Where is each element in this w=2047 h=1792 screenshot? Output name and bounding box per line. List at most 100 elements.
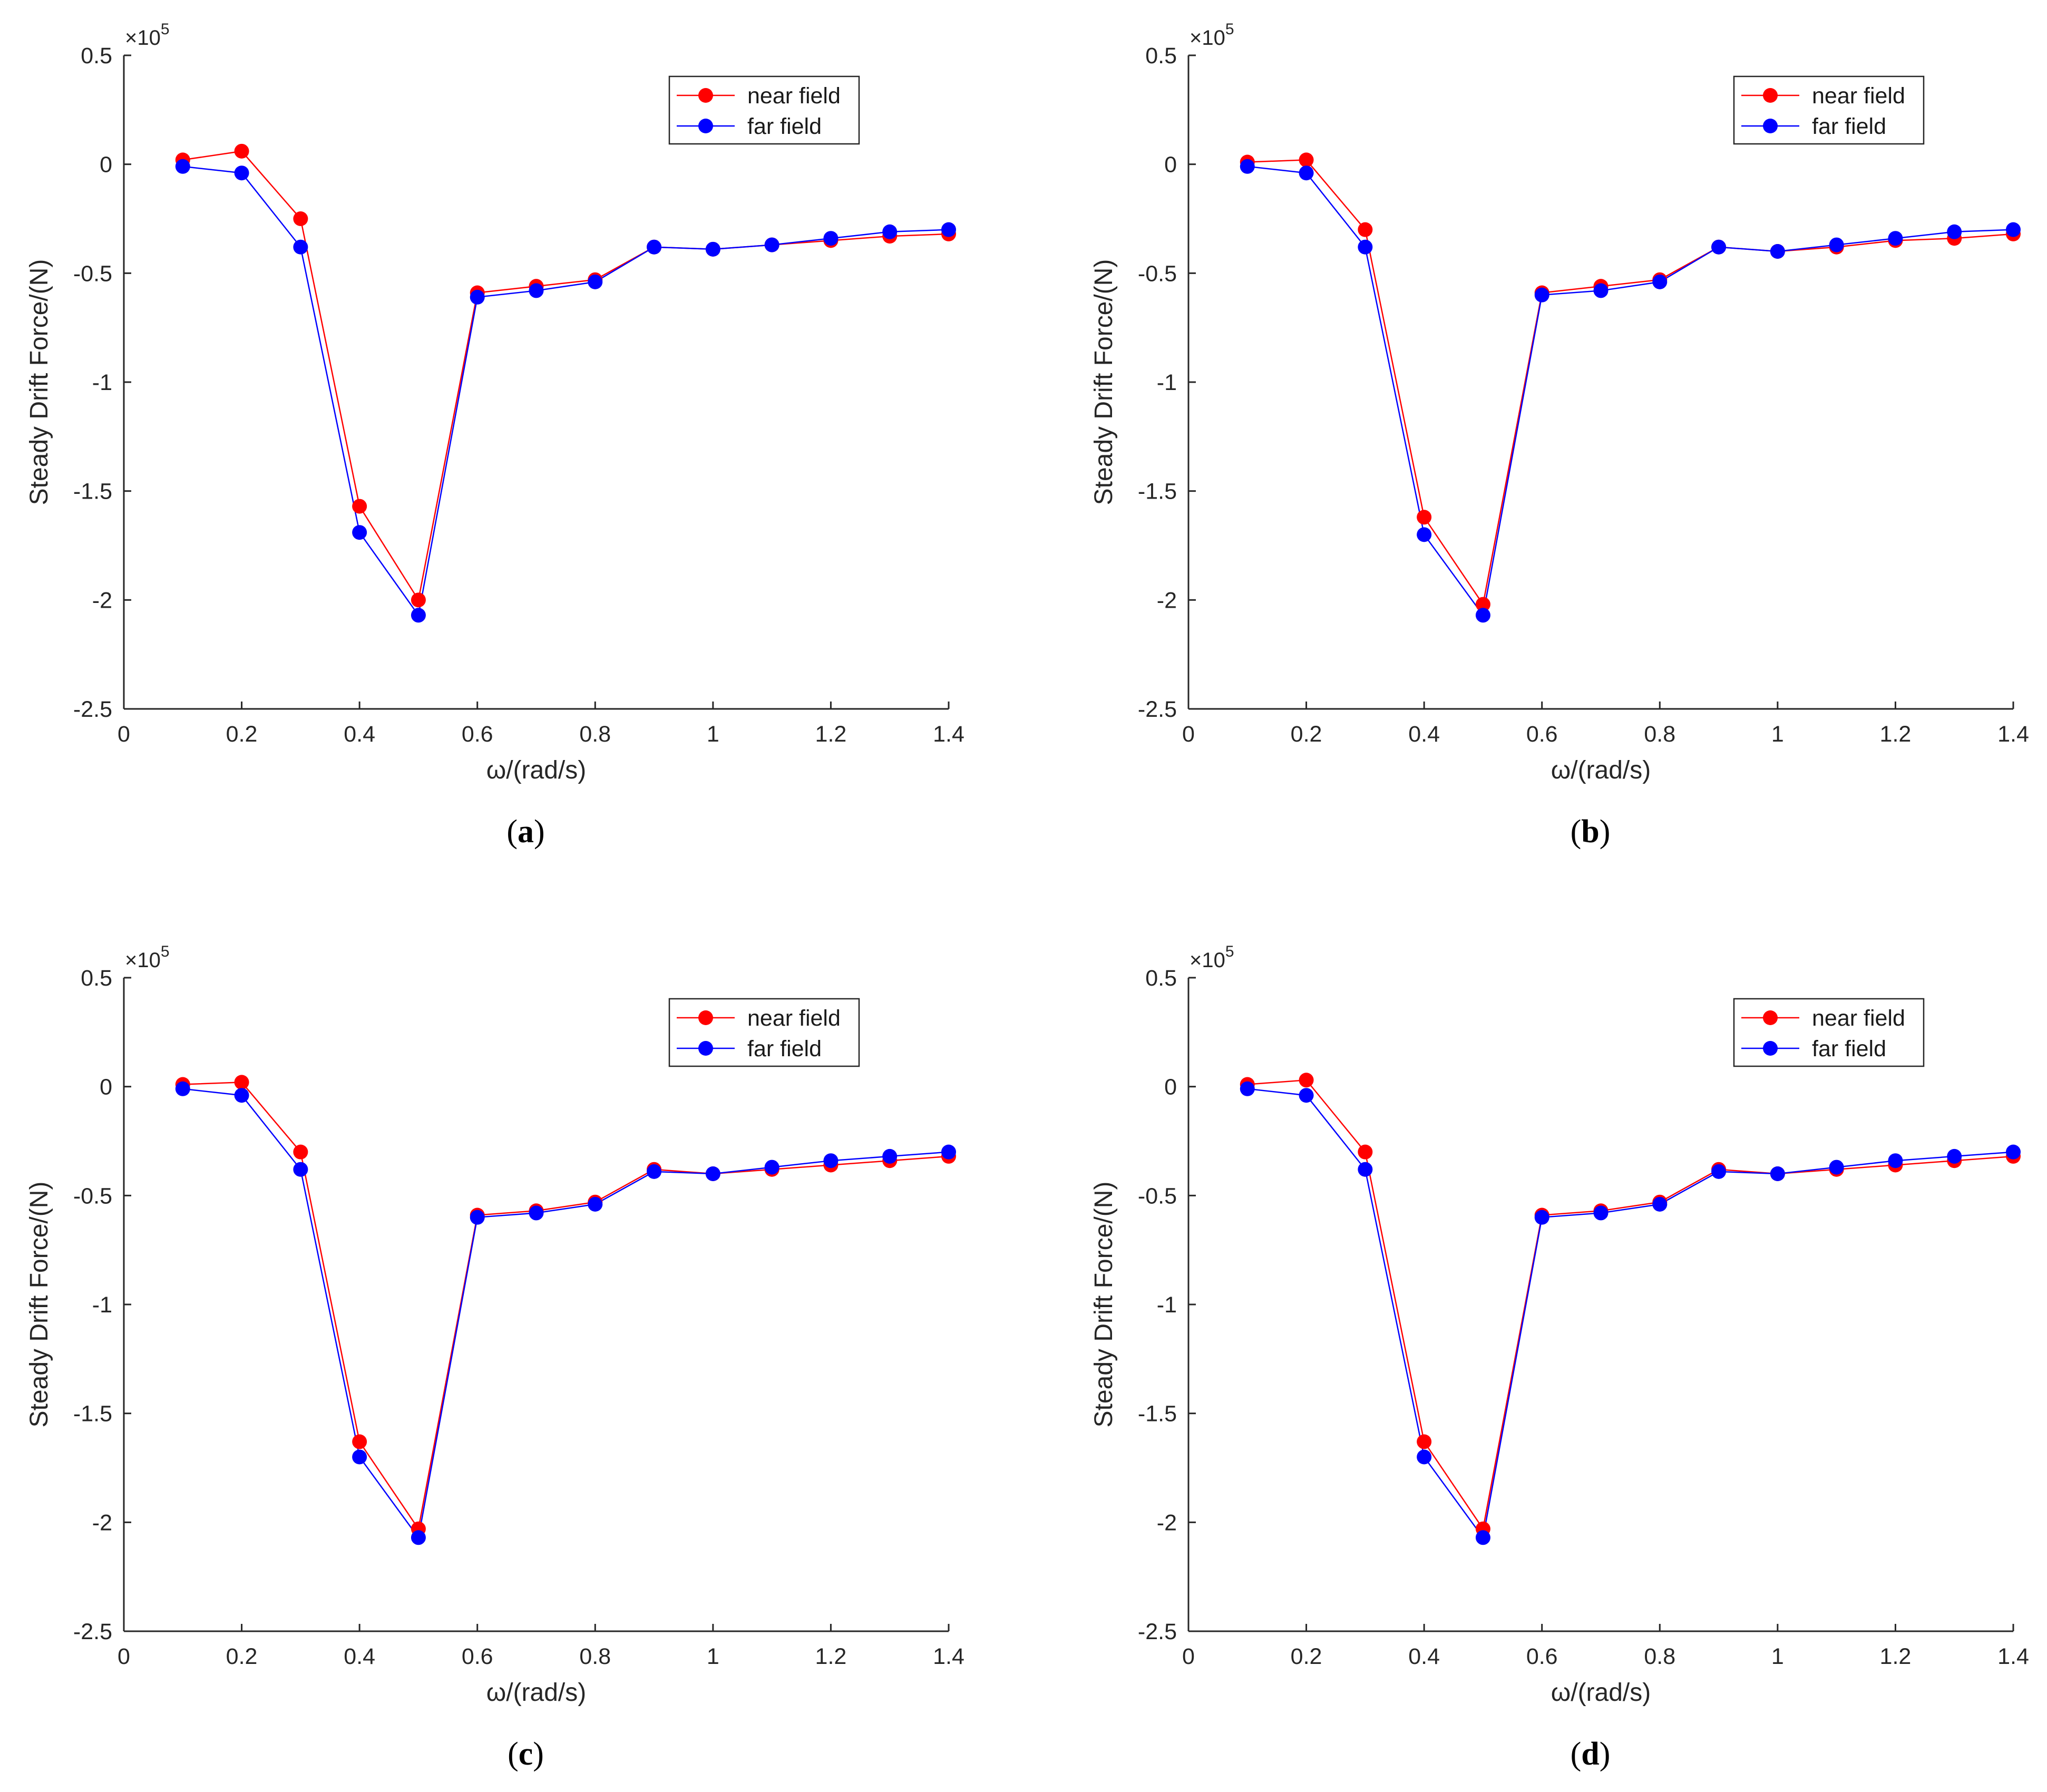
x-tick-label: 0 (118, 722, 130, 747)
far-field-point (1888, 1153, 1903, 1168)
far-field-legend-marker (1763, 1041, 1778, 1056)
caption-open-paren: ( (1571, 1736, 1582, 1772)
y-tick-label: -0.5 (1138, 261, 1177, 286)
y-exponent-label: ×105 (125, 943, 170, 972)
y-tick-label: -2 (1157, 1510, 1177, 1535)
far-field-point (1947, 224, 1962, 239)
far-field-point (2006, 222, 2021, 237)
far-field-point (941, 1144, 956, 1160)
y-exponent-label: ×105 (1190, 21, 1234, 50)
y-tick-label: -2.5 (73, 697, 112, 722)
far-field-point (588, 274, 603, 289)
y-tick-label: -0.5 (73, 1183, 112, 1209)
y-tick-label: -1.5 (73, 1401, 112, 1427)
x-tick-label: 0.4 (1408, 722, 1440, 747)
near-field-legend-marker (698, 1010, 713, 1025)
far-field-point (529, 283, 544, 298)
y-tick-label: -0.5 (73, 261, 112, 286)
x-axis-label: ω/(rad/s) (486, 1679, 587, 1707)
far-field-point (1240, 1081, 1255, 1096)
near-field-point (411, 592, 426, 608)
far-field-point (234, 165, 249, 181)
y-exponent-base: ×10 (125, 949, 161, 972)
far-field-point (1829, 237, 1844, 252)
far-field-point (1770, 1166, 1785, 1181)
near-field-line (1247, 159, 2014, 606)
far-field-point (882, 1148, 898, 1164)
far-field-point (1888, 231, 1903, 246)
legend-box (1733, 998, 1925, 1067)
panel-caption: (c) (508, 1736, 544, 1772)
x-tick-label: 1.4 (933, 722, 964, 747)
near-field-point (1417, 510, 1432, 525)
near-field-point (1358, 222, 1373, 237)
near-field-point (1417, 1434, 1432, 1449)
far-field-point (470, 1210, 485, 1225)
y-exponent-power: 5 (1225, 21, 1234, 38)
chart-panel-b: 0 0.2 0.4 0.6 0.8 1 1.2 1.4 0.5 0 -0.5 -1 -1.5 -2 -2.5… (1090, 21, 2029, 850)
x-tick-label: 0.8 (1644, 1644, 1675, 1669)
y-tick-label: 0.5 (81, 966, 112, 991)
far-field-point (705, 241, 720, 257)
y-tick-label: 0.5 (1145, 966, 1177, 991)
caption-open-paren: ( (1571, 814, 1582, 850)
legend-label-far-field: far field (1812, 1036, 1886, 1061)
x-tick-label: 1.2 (1880, 722, 1912, 747)
y-tick-label: -1 (1157, 1292, 1177, 1318)
chart-panel-c: 0 0.2 0.4 0.6 0.8 1 1.2 1.4 0.5 0 -0.5 -1 -1.5 -2 -2.5… (25, 943, 964, 1772)
far-field-point (352, 525, 367, 540)
panel-caption: (b) (1571, 814, 1611, 850)
far-field-point (764, 237, 779, 252)
legend: near field far field (668, 75, 860, 145)
y-axis-label: Steady Drift Force/(N) (1090, 259, 1118, 505)
y-tick-label: -1.5 (73, 479, 112, 504)
far-field-point (705, 1166, 720, 1181)
x-tick-label: 0.2 (226, 722, 258, 747)
caption-letter: b (1581, 814, 1599, 850)
far-field-point (1711, 1164, 1727, 1179)
y-tick-label: -2 (1157, 588, 1177, 613)
y-exponent-power: 5 (161, 943, 170, 960)
x-tick-label: 1.2 (1880, 1644, 1912, 1669)
x-tick-label: 0.4 (1408, 1644, 1440, 1669)
y-tick-label: 0 (1164, 152, 1177, 178)
far-field-legend-marker (1763, 119, 1778, 133)
panel-caption: (d) (1571, 1736, 1611, 1772)
x-tick-label: 0.2 (1291, 1644, 1322, 1669)
far-field-point (823, 1153, 839, 1168)
y-exponent-base: ×10 (1190, 949, 1225, 972)
y-tick-label: -2 (92, 1510, 112, 1535)
y-tick-label: -1.5 (1138, 479, 1177, 504)
x-tick-label: 0.6 (1526, 1644, 1558, 1669)
y-tick-label: -1 (92, 1292, 112, 1318)
far-field-point (1711, 239, 1727, 255)
far-field-point (764, 1160, 779, 1175)
x-tick-label: 0.6 (462, 1644, 493, 1669)
far-field-line (182, 1088, 949, 1540)
x-axis-label: ω/(rad/s) (486, 756, 587, 784)
y-axis-label: Steady Drift Force/(N) (1090, 1182, 1118, 1428)
far-field-point (2006, 1144, 2021, 1160)
chart-panel-d: 0 0.2 0.4 0.6 0.8 1 1.2 1.4 0.5 0 -0.5 -1 -1.5 -2 -2.5… (1090, 943, 2029, 1772)
far-field-point (1299, 165, 1314, 181)
y-axis-label: Steady Drift Force/(N) (25, 1182, 53, 1428)
far-field-point (647, 1164, 662, 1179)
x-tick-label: 0.6 (462, 722, 493, 747)
x-tick-label: 1 (1771, 1644, 1784, 1669)
x-tick-label: 1.4 (1997, 722, 2029, 747)
legend-label-far-field: far field (747, 1036, 822, 1061)
far-field-point (1240, 159, 1255, 174)
y-exponent-base: ×10 (125, 26, 161, 50)
near-field-point (293, 211, 308, 226)
far-field-legend-marker (698, 1041, 713, 1056)
y-tick-label: 0 (100, 152, 112, 178)
far-field-point (1947, 1148, 1962, 1164)
x-tick-label: 1.4 (1997, 1644, 2029, 1669)
near-field-legend-marker (698, 88, 713, 103)
far-field-point (1417, 527, 1432, 542)
y-tick-label: 0 (1164, 1075, 1177, 1100)
near-field-point (1299, 152, 1314, 168)
legend: near field far field (1733, 998, 1925, 1067)
far-field-point (1652, 274, 1668, 289)
